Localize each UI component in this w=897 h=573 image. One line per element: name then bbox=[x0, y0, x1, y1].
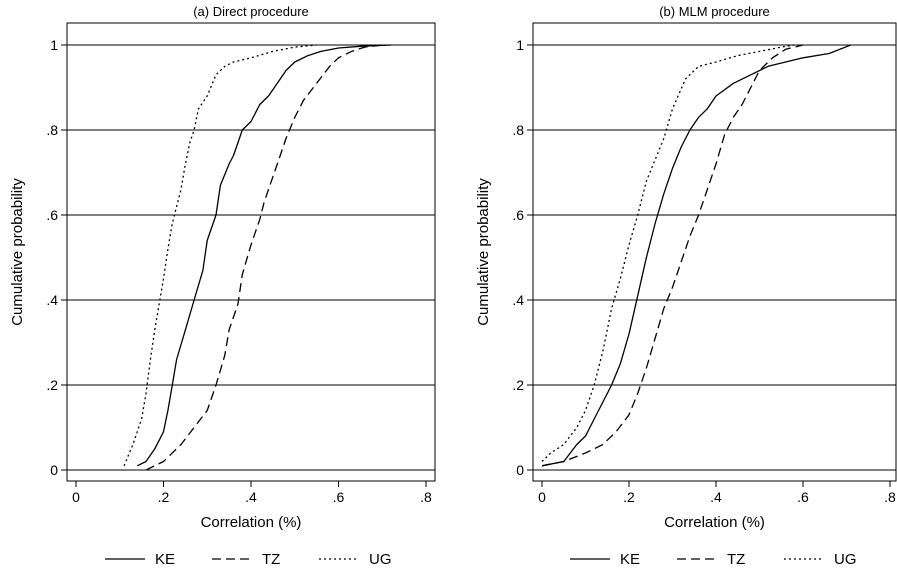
x-tick-label-0-2: .4 bbox=[245, 489, 257, 505]
y-tick-label-1-1: .2 bbox=[512, 377, 524, 393]
legend-label-ke-0: KE bbox=[155, 551, 175, 568]
y-tick-label-1-0: 0 bbox=[516, 462, 524, 478]
series-line-ug-0 bbox=[123, 44, 317, 467]
y-tick-label-0-4: .8 bbox=[46, 122, 58, 138]
legend-label-ug-1: UG bbox=[834, 551, 857, 568]
y-tick-label-0-0: 0 bbox=[50, 462, 58, 478]
x-tick-label-0-4: .8 bbox=[420, 489, 432, 505]
x-tick-label-1-4: .8 bbox=[884, 489, 896, 505]
series-line-tz-1 bbox=[541, 44, 804, 467]
plot-frame-1 bbox=[532, 22, 897, 482]
y-axis-label-0: Cumulative probability bbox=[9, 178, 26, 326]
legend-label-tz-1: TZ bbox=[727, 551, 745, 568]
x-axis-label-1: Correlation (%) bbox=[664, 514, 765, 531]
series-line-ke-1 bbox=[541, 44, 852, 467]
y-tick-label-0-5: 1 bbox=[50, 37, 58, 53]
y-tick-label-1-2: .4 bbox=[512, 292, 524, 308]
x-axis-label-0: Correlation (%) bbox=[201, 514, 302, 531]
y-tick-label-1-5: 1 bbox=[516, 37, 524, 53]
chart-title-1: (b) MLM procedure bbox=[659, 4, 770, 19]
y-axis-label-1: Cumulative probability bbox=[475, 178, 492, 326]
legend-label-tz-0: TZ bbox=[262, 551, 280, 568]
x-tick-label-1-2: .4 bbox=[710, 489, 722, 505]
y-tick-label-0-3: .6 bbox=[46, 207, 58, 223]
legend-label-ke-1: KE bbox=[620, 551, 640, 568]
x-tick-label-1-0: 0 bbox=[538, 489, 546, 505]
x-tick-label-1-3: .6 bbox=[797, 489, 809, 505]
y-tick-label-1-3: .6 bbox=[512, 207, 524, 223]
plot-frame-0 bbox=[66, 22, 436, 482]
x-tick-label-1-1: .2 bbox=[623, 489, 635, 505]
series-line-ke-0 bbox=[137, 44, 392, 467]
y-tick-label-0-1: .2 bbox=[46, 377, 58, 393]
x-tick-label-0-1: .2 bbox=[158, 489, 170, 505]
y-tick-label-1-4: .8 bbox=[512, 122, 524, 138]
legend-label-ug-0: UG bbox=[369, 551, 392, 568]
x-tick-label-0-3: .6 bbox=[333, 489, 345, 505]
series-line-ug-1 bbox=[541, 44, 795, 462]
y-tick-label-0-2: .4 bbox=[46, 292, 58, 308]
x-tick-label-0-0: 0 bbox=[72, 489, 80, 505]
chart-title-0: (a) Direct procedure bbox=[193, 4, 309, 19]
series-line-tz-0 bbox=[145, 44, 383, 471]
